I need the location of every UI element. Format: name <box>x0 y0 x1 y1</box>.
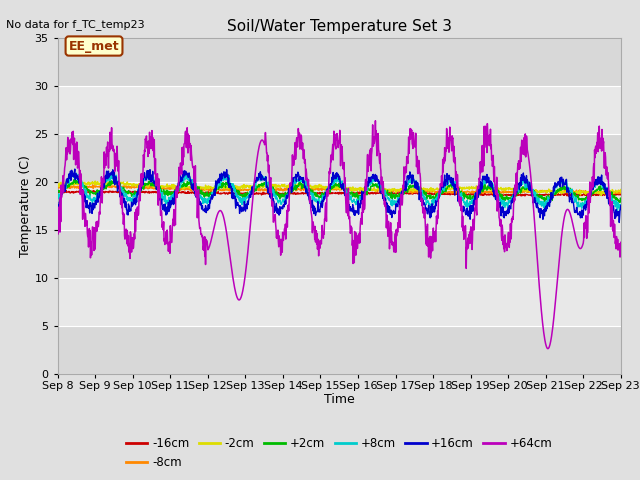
Legend: -16cm, -8cm, -2cm, +2cm, +8cm, +16cm, +64cm: -16cm, -8cm, -2cm, +2cm, +8cm, +16cm, +6… <box>122 432 557 474</box>
X-axis label: Time: Time <box>324 393 355 406</box>
Y-axis label: Temperature (C): Temperature (C) <box>19 156 31 257</box>
Bar <box>58 86 621 134</box>
Bar <box>58 134 621 182</box>
Text: No data for f_TC_temp23: No data for f_TC_temp23 <box>6 19 145 30</box>
Text: EE_met: EE_met <box>68 39 119 52</box>
Bar <box>58 38 621 86</box>
Bar <box>58 326 621 374</box>
Bar <box>58 230 621 278</box>
Bar <box>58 278 621 326</box>
Title: Soil/Water Temperature Set 3: Soil/Water Temperature Set 3 <box>227 20 452 35</box>
Bar <box>58 182 621 230</box>
